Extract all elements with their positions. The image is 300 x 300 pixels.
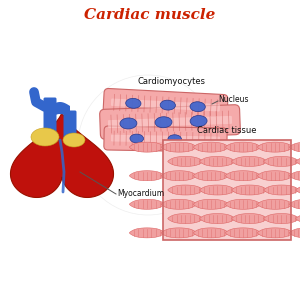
- Polygon shape: [161, 199, 196, 209]
- Polygon shape: [194, 142, 229, 152]
- Polygon shape: [264, 214, 299, 224]
- FancyBboxPatch shape: [108, 116, 232, 128]
- Ellipse shape: [31, 128, 59, 146]
- Ellipse shape: [190, 102, 205, 112]
- Bar: [163, 140, 291, 240]
- Polygon shape: [11, 111, 113, 197]
- Ellipse shape: [168, 135, 182, 144]
- Polygon shape: [129, 142, 165, 152]
- FancyBboxPatch shape: [64, 110, 76, 139]
- Polygon shape: [194, 171, 229, 181]
- Polygon shape: [200, 185, 235, 195]
- Polygon shape: [264, 156, 299, 167]
- Ellipse shape: [190, 116, 207, 127]
- Polygon shape: [257, 142, 292, 152]
- Polygon shape: [168, 185, 203, 195]
- FancyBboxPatch shape: [100, 105, 240, 139]
- FancyBboxPatch shape: [111, 98, 220, 112]
- FancyBboxPatch shape: [111, 135, 220, 143]
- Polygon shape: [290, 199, 300, 209]
- Polygon shape: [290, 142, 300, 152]
- Polygon shape: [225, 228, 261, 238]
- Text: Cardiac tissue: Cardiac tissue: [197, 126, 257, 135]
- Polygon shape: [290, 171, 300, 181]
- Ellipse shape: [63, 133, 85, 147]
- Polygon shape: [129, 199, 165, 209]
- Text: Cardiac muscle: Cardiac muscle: [84, 8, 216, 22]
- Polygon shape: [11, 111, 113, 197]
- Polygon shape: [161, 171, 196, 181]
- Polygon shape: [161, 142, 196, 152]
- Ellipse shape: [130, 134, 144, 143]
- Polygon shape: [129, 171, 165, 181]
- Ellipse shape: [120, 118, 137, 129]
- Polygon shape: [161, 228, 196, 238]
- Polygon shape: [257, 171, 292, 181]
- Polygon shape: [194, 199, 229, 209]
- Polygon shape: [194, 228, 229, 238]
- Polygon shape: [225, 199, 261, 209]
- Polygon shape: [168, 156, 203, 167]
- Ellipse shape: [155, 117, 172, 128]
- FancyBboxPatch shape: [103, 88, 228, 122]
- Bar: [163, 140, 291, 240]
- Polygon shape: [296, 156, 300, 167]
- Polygon shape: [232, 156, 267, 167]
- Polygon shape: [257, 228, 292, 238]
- Polygon shape: [129, 228, 165, 238]
- Text: Cardiomyocytes: Cardiomyocytes: [138, 77, 206, 86]
- Polygon shape: [290, 228, 300, 238]
- Polygon shape: [50, 102, 70, 118]
- Polygon shape: [264, 185, 299, 195]
- Text: Nucleus: Nucleus: [218, 95, 248, 104]
- Ellipse shape: [160, 100, 176, 110]
- Polygon shape: [225, 171, 261, 181]
- Polygon shape: [296, 214, 300, 224]
- Polygon shape: [257, 199, 292, 209]
- Polygon shape: [296, 185, 300, 195]
- Polygon shape: [232, 214, 267, 224]
- FancyBboxPatch shape: [104, 126, 227, 152]
- Ellipse shape: [126, 98, 141, 108]
- Polygon shape: [168, 214, 203, 224]
- Polygon shape: [200, 214, 235, 224]
- Text: Myocardium: Myocardium: [117, 190, 164, 199]
- Polygon shape: [225, 142, 261, 152]
- Polygon shape: [200, 156, 235, 167]
- FancyBboxPatch shape: [44, 98, 56, 139]
- Polygon shape: [232, 185, 267, 195]
